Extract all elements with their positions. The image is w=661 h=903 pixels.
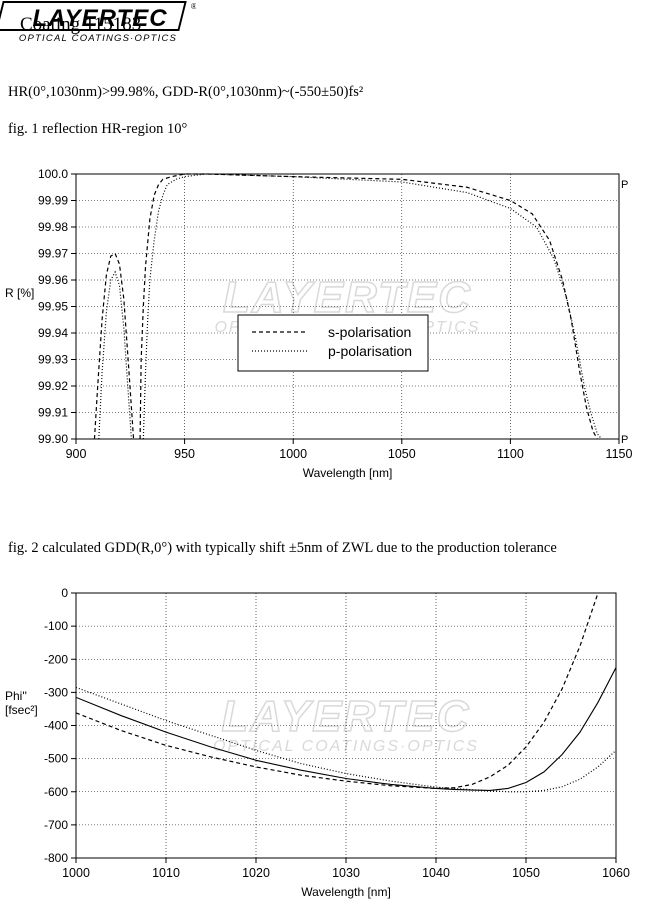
x-tick-label: 1000 (62, 866, 90, 880)
corner-label-bottom: P (621, 434, 628, 446)
y-tick-label: -300 (44, 685, 68, 699)
y-tick-label: 99.90 (38, 432, 68, 446)
legend-box (237, 314, 429, 372)
x-tick-label: 1040 (422, 866, 450, 880)
x-tick-label: 1060 (602, 866, 630, 880)
figure-2-caption: fig. 2 calculated GDD(R,0°) with typical… (8, 540, 557, 556)
y-tick-label: 99.98 (38, 220, 68, 234)
x-tick-label: 900 (66, 447, 87, 461)
y-axis-label: [fsec²] (5, 703, 38, 717)
y-tick-label: 99.94 (38, 326, 68, 340)
logo-tagline: OPTICAL COATINGS·OPTICS (19, 33, 177, 44)
series-line-dotted (76, 686, 616, 793)
y-tick-label: 99.93 (38, 353, 68, 367)
y-tick-label: 99.96 (38, 273, 68, 287)
y-tick-label: 0 (61, 586, 68, 600)
y-tick-label: -600 (44, 785, 68, 799)
series-line-spolarisation (93, 252, 135, 440)
series-line-solid (76, 667, 616, 791)
y-tick-label: 99.99 (38, 194, 68, 208)
y-tick-label: -400 (44, 719, 68, 733)
y-axis-label: R [%] (5, 286, 34, 300)
x-tick-label: 1050 (512, 866, 540, 880)
layertec-logo: LAYERTEC ® OPTICAL COATINGS·OPTICS (0, 1, 197, 44)
y-tick-label: -500 (44, 752, 68, 766)
x-tick-label: 1100 (497, 447, 524, 461)
coating-title: Coating 115183 (20, 14, 142, 35)
y-tick-label: 99.91 (38, 406, 68, 420)
logo-registered-mark: ® (191, 2, 196, 11)
x-tick-label: 1050 (388, 447, 416, 461)
series-line-ppolarisation (142, 173, 603, 440)
legend-entry-label: s-polarisation (328, 324, 411, 340)
watermark-tagline: OPTICAL COATINGS·OPTICS (213, 738, 479, 755)
watermark-logo-text: LAYERTEC (221, 692, 470, 741)
series-line-ppolarisation (98, 270, 132, 440)
x-axis-label: Wavelength [nm] (301, 885, 391, 899)
figure-1-caption: fig. 1 reflection HR-region 10° (8, 121, 188, 137)
y-tick-label: 99.97 (38, 247, 68, 261)
x-tick-label: 950 (174, 447, 195, 461)
y-tick-label: -800 (44, 851, 68, 865)
legend-entry-label: p-polarisation (328, 343, 412, 359)
y-tick-label: 99.92 (38, 379, 68, 393)
x-tick-label: 1150 (606, 447, 633, 461)
y-tick-label: -700 (44, 818, 68, 832)
y-tick-label: 100.0 (38, 167, 68, 181)
spec-line: HR(0°,1030nm)>99.98%, GDD-R(0°,1030nm)~(… (8, 84, 364, 100)
series-line-dashed (76, 592, 599, 790)
y-axis-label: Phi'' (5, 689, 27, 703)
y-tick-label: 99.95 (38, 300, 68, 314)
x-tick-label: 1000 (279, 447, 307, 461)
y-tick-label: -100 (44, 619, 68, 633)
x-axis-label: Wavelength [nm] (303, 466, 393, 480)
watermark-logo-text: LAYERTEC (223, 273, 472, 322)
x-tick-label: 1020 (242, 866, 270, 880)
logo-wordmark: LAYERTEC (32, 5, 167, 32)
logo-frame (0, 1, 187, 31)
plot-frame (75, 592, 617, 859)
y-tick-label: -200 (44, 652, 68, 666)
plot-frame (75, 173, 620, 440)
x-tick-label: 1030 (332, 866, 360, 880)
x-tick-label: 1010 (152, 866, 180, 880)
corner-label-top: P (621, 179, 628, 191)
